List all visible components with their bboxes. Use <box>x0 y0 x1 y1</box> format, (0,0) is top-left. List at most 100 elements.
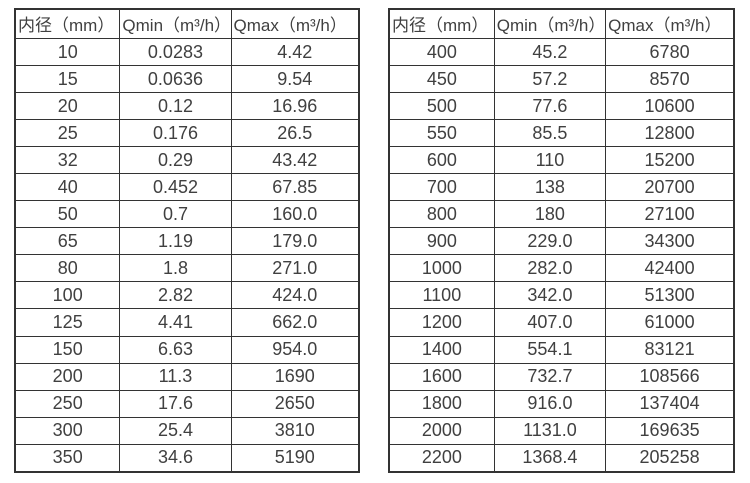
diameter-cell: 50 <box>14 200 121 229</box>
table-row: 300 25.4 3810 <box>14 416 360 445</box>
table-row: 1800 916.0 137404 <box>388 389 735 418</box>
diameter-cell: 350 <box>14 443 121 473</box>
qmax-cell: 205258 <box>605 443 735 473</box>
qmin-cell: 0.12 <box>119 92 232 121</box>
qmax-cell: 34300 <box>605 227 735 256</box>
table-row: 350 34.6 5190 <box>14 443 360 473</box>
qmax-cell: 61000 <box>605 308 735 337</box>
table-row: 50 0.7 160.0 <box>14 200 360 229</box>
qmax-cell: 12800 <box>605 119 735 148</box>
qmin-cell: 732.7 <box>493 362 607 391</box>
qmax-cell: 6780 <box>605 37 735 67</box>
qmax-cell: 67.85 <box>230 173 360 202</box>
column-header: Qmax（m³/h） <box>230 8 360 39</box>
qmin-cell: 0.0283 <box>119 37 232 67</box>
table-row: 1400 554.1 83121 <box>388 335 735 364</box>
table-row: 125 4.41 662.0 <box>14 308 360 337</box>
header-row: 内径（mm） Qmin（m³/h） Qmax（m³/h） <box>388 8 735 39</box>
table-row: 500 77.6 10600 <box>388 92 735 121</box>
diameter-cell: 450 <box>388 65 495 94</box>
column-header: Qmin（m³/h） <box>493 8 607 39</box>
qmax-cell: 3810 <box>230 416 360 445</box>
table-row: 25 0.176 26.5 <box>14 119 360 148</box>
qmax-cell: 179.0 <box>230 227 360 256</box>
column-header: Qmax（m³/h） <box>605 8 735 39</box>
qmax-cell: 160.0 <box>230 200 360 229</box>
table-row: 450 57.2 8570 <box>388 65 735 94</box>
diameter-cell: 125 <box>14 308 121 337</box>
qmin-cell: 1.8 <box>119 254 232 283</box>
qmax-cell: 9.54 <box>230 65 360 94</box>
table-row: 15 0.0636 9.54 <box>14 65 360 94</box>
diameter-cell: 40 <box>14 173 121 202</box>
qmin-cell: 916.0 <box>493 389 607 418</box>
table-row: 250 17.6 2650 <box>14 389 360 418</box>
qmin-cell: 0.0636 <box>119 65 232 94</box>
diameter-cell: 900 <box>388 227 495 256</box>
diameter-cell: 20 <box>14 92 121 121</box>
table-row: 550 85.5 12800 <box>388 119 735 148</box>
qmax-cell: 42400 <box>605 254 735 283</box>
qmin-cell: 180 <box>493 200 607 229</box>
qmin-cell: 25.4 <box>119 416 232 445</box>
diameter-cell: 65 <box>14 227 121 256</box>
diameter-cell: 600 <box>388 146 495 175</box>
diameter-cell: 80 <box>14 254 121 283</box>
diameter-cell: 1400 <box>388 335 495 364</box>
qmax-cell: 662.0 <box>230 308 360 337</box>
diameter-cell: 15 <box>14 65 121 94</box>
table-row: 1200 407.0 61000 <box>388 308 735 337</box>
diameter-cell: 400 <box>388 37 495 67</box>
qmax-cell: 20700 <box>605 173 735 202</box>
qmin-cell: 0.452 <box>119 173 232 202</box>
table-row: 200 11.3 1690 <box>14 362 360 391</box>
qmax-cell: 51300 <box>605 281 735 310</box>
table-row: 40 0.452 67.85 <box>14 173 360 202</box>
diameter-cell: 2200 <box>388 443 495 473</box>
qmax-cell: 169635 <box>605 416 735 445</box>
diameter-cell: 1100 <box>388 281 495 310</box>
qmin-cell: 85.5 <box>493 119 607 148</box>
table-row: 900 229.0 34300 <box>388 227 735 256</box>
diameter-cell: 700 <box>388 173 495 202</box>
diameter-cell: 2000 <box>388 416 495 445</box>
column-header: 内径（mm） <box>14 8 121 39</box>
qmin-cell: 229.0 <box>493 227 607 256</box>
qmin-cell: 554.1 <box>493 335 607 364</box>
diameter-cell: 100 <box>14 281 121 310</box>
diameter-cell: 1800 <box>388 389 495 418</box>
table-row: 65 1.19 179.0 <box>14 227 360 256</box>
qmin-cell: 1368.4 <box>493 443 607 473</box>
qmax-cell: 137404 <box>605 389 735 418</box>
qmin-cell: 34.6 <box>119 443 232 473</box>
diameter-cell: 1000 <box>388 254 495 283</box>
diameter-cell: 250 <box>14 389 121 418</box>
diameter-cell: 32 <box>14 146 121 175</box>
flow-rate-table: 内径（mm） Qmin（m³/h） Qmax（m³/h） 10 0.0283 4.42 15… <box>14 8 360 473</box>
qmax-cell: 4.42 <box>230 37 360 67</box>
qmax-cell: 27100 <box>605 200 735 229</box>
qmax-cell: 16.96 <box>230 92 360 121</box>
table-row: 1000 282.0 42400 <box>388 254 735 283</box>
qmin-cell: 17.6 <box>119 389 232 418</box>
table-row: 800 180 27100 <box>388 200 735 229</box>
qmax-cell: 43.42 <box>230 146 360 175</box>
column-header: 内径（mm） <box>388 8 495 39</box>
table-row: 80 1.8 271.0 <box>14 254 360 283</box>
qmin-cell: 57.2 <box>493 65 607 94</box>
table-row: 700 138 20700 <box>388 173 735 202</box>
table-row: 20 0.12 16.96 <box>14 92 360 121</box>
qmin-cell: 6.63 <box>119 335 232 364</box>
table-row: 1100 342.0 51300 <box>388 281 735 310</box>
qmax-cell: 83121 <box>605 335 735 364</box>
table-row: 10 0.0283 4.42 <box>14 37 360 67</box>
qmin-cell: 407.0 <box>493 308 607 337</box>
qmin-cell: 77.6 <box>493 92 607 121</box>
qmin-cell: 0.7 <box>119 200 232 229</box>
qmin-cell: 138 <box>493 173 607 202</box>
table-row: 32 0.29 43.42 <box>14 146 360 175</box>
diameter-cell: 800 <box>388 200 495 229</box>
table-row: 100 2.82 424.0 <box>14 281 360 310</box>
qmin-cell: 1.19 <box>119 227 232 256</box>
